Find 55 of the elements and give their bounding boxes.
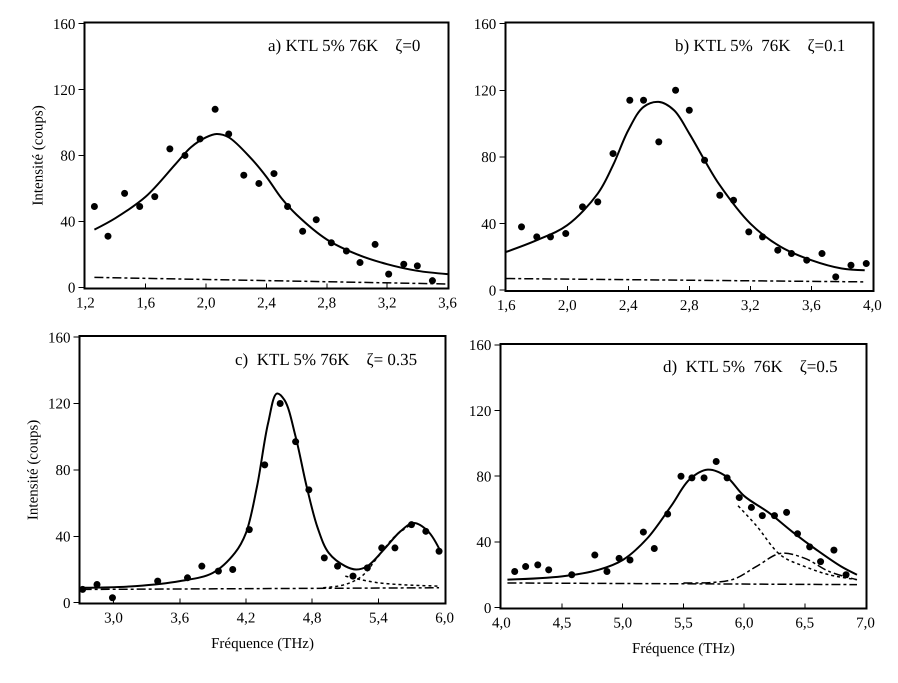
x-tick-label: 6,5: [795, 616, 814, 632]
y-tick-label: 80: [60, 148, 76, 165]
y-tick-label: 120: [52, 82, 76, 99]
x-tick-label: 3,6: [802, 298, 822, 314]
x-tick-label: 3,6: [438, 295, 458, 312]
y-tick-label: 0: [484, 600, 492, 617]
x-tick-label: 3,2: [740, 298, 760, 314]
x-tick-label: 3,6: [170, 610, 190, 627]
x-tick-label: 2,8: [680, 298, 699, 314]
x-tick-label: 1,6: [136, 295, 156, 312]
text: c) KTL 5% 76K ζ= 0.35: [235, 350, 418, 369]
x-tick-label: 2,4: [257, 295, 276, 312]
y-tick-label: 40: [476, 535, 492, 552]
y-tick-label: 40: [481, 216, 496, 233]
y-tick-label: 120: [468, 404, 492, 420]
x-tick-label: 4,2: [236, 610, 256, 627]
x-tick-label: 2,4: [618, 298, 638, 314]
x-tick-label: 6,0: [734, 616, 754, 632]
x-tick-label: 2,8: [317, 295, 336, 312]
x-tick-label: 4,5: [552, 616, 572, 632]
x-tick-label: 2,0: [196, 295, 216, 312]
x-tick-label: 6,0: [435, 610, 454, 627]
text: d) KTL 5% 76K ζ=0.5: [663, 357, 838, 376]
x-tick-label: 1,6: [496, 298, 516, 314]
y-tick-label: 0: [488, 283, 496, 300]
x-tick-label: 1,2: [76, 295, 95, 312]
y-tick-label: 160: [474, 16, 496, 33]
y-tick-label: 0: [62, 596, 70, 612]
x-tick-label: 4,0: [862, 298, 882, 314]
x-axis-title: Fréquence (THz): [632, 641, 735, 658]
x-tick-label: 3,0: [104, 610, 123, 627]
x-tick-label: 5,4: [369, 610, 388, 627]
y-axis-title: Intensité (coups): [30, 105, 47, 206]
y-tick-label: 160: [468, 338, 492, 354]
y-tick-label: 160: [48, 330, 70, 346]
x-tick-label: 7,0: [856, 616, 875, 632]
y-axis-title: Intensité (coups): [26, 420, 42, 520]
y-tick-label: 0: [68, 280, 76, 297]
y-tick-label: 80: [55, 463, 70, 480]
y-tick-label: 40: [60, 214, 76, 231]
x-tick-label: 4,0: [492, 616, 511, 632]
text: b) KTL 5% 76K ζ=0.1: [675, 36, 846, 55]
x-tick-label: 5,0: [613, 616, 632, 632]
y-tick-label: 80: [481, 150, 496, 166]
y-tick-label: 120: [474, 84, 496, 100]
y-tick-label: 40: [55, 530, 70, 546]
y-tick-label: 160: [52, 16, 76, 33]
x-tick-label: 3,2: [378, 295, 397, 312]
x-tick-label: 4,8: [302, 610, 322, 627]
y-tick-label: 120: [48, 396, 70, 413]
x-tick-label: 5,5: [674, 616, 693, 632]
y-tick-label: 80: [476, 469, 492, 486]
x-axis-title: Fréquence (THz): [211, 636, 314, 652]
x-tick-label: 2,0: [558, 298, 577, 314]
text: a) KTL 5% 76K ζ=0: [268, 36, 420, 55]
